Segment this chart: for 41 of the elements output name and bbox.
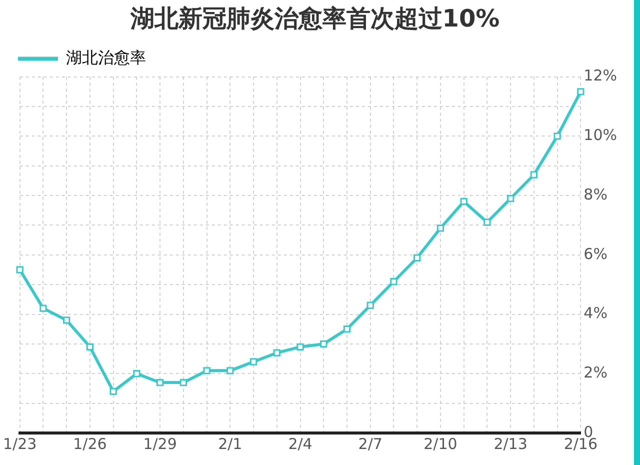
point — [110, 388, 117, 396]
x-tick-label: 2/10 — [424, 434, 458, 453]
point — [343, 326, 351, 333]
point — [133, 370, 140, 378]
x-tick-label: 1/23 — [3, 434, 37, 453]
point — [506, 194, 514, 202]
point — [180, 378, 187, 386]
point — [530, 171, 538, 178]
point — [554, 132, 561, 140]
x-tick-label: 2/7 — [358, 434, 382, 453]
x-tick-label: 2/1 — [218, 434, 242, 453]
point — [250, 358, 258, 366]
chart-title: 湖北新冠肺炎治愈率首次超过10% — [129, 4, 500, 33]
point — [577, 88, 584, 96]
point — [296, 343, 304, 350]
y-tick-label: 8% — [584, 185, 608, 204]
point — [63, 316, 70, 324]
x-tick-label: 2/4 — [288, 434, 312, 453]
point — [414, 254, 421, 262]
point — [40, 304, 47, 312]
y-tick-label: 6% — [584, 244, 608, 263]
point — [86, 343, 94, 350]
point — [156, 378, 164, 386]
y-tick-label: 12% — [584, 66, 618, 85]
x-tick-label: 1/29 — [143, 434, 177, 453]
point — [16, 266, 24, 274]
point — [390, 278, 398, 286]
y-tick-label: 4% — [584, 304, 608, 322]
x-tick-label: 1/26 — [73, 434, 107, 453]
legend-label: 湖北治愈率 — [66, 48, 146, 67]
y-tick-label: 2% — [584, 364, 608, 382]
point — [320, 340, 328, 348]
point — [273, 349, 280, 356]
point — [203, 367, 210, 374]
point — [436, 224, 444, 232]
point — [226, 367, 234, 374]
y-tick-label: 10% — [584, 126, 618, 144]
point — [484, 218, 491, 226]
point — [460, 198, 468, 206]
x-tick-label: 2/13 — [494, 434, 528, 453]
point — [366, 302, 374, 309]
